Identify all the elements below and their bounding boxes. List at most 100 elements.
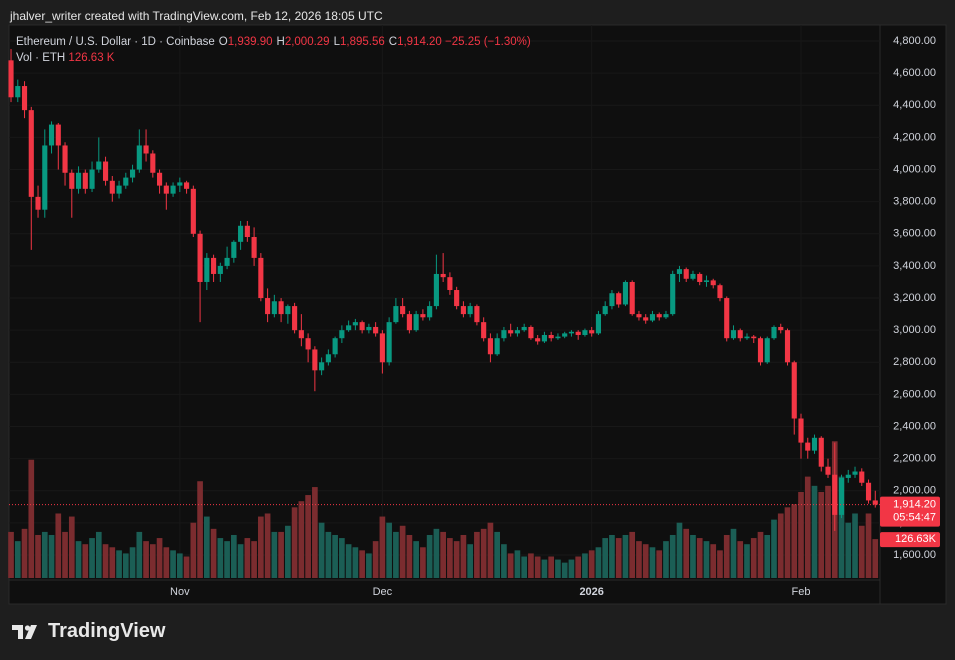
- volume-bar: [345, 544, 352, 578]
- candle-body: [150, 153, 156, 173]
- candle-body: [643, 317, 649, 321]
- volume-bar: [568, 559, 575, 578]
- volume-bar: [318, 522, 325, 578]
- candle-body: [413, 314, 419, 331]
- candle-body: [96, 161, 102, 170]
- candle-body: [359, 322, 365, 331]
- candle-body: [136, 145, 142, 170]
- volume-bar: [89, 538, 95, 578]
- volume-bar: [582, 553, 588, 578]
- candle-body: [319, 362, 325, 371]
- volume-bar: [170, 550, 176, 578]
- candle-body: [129, 169, 136, 178]
- volume-bar: [818, 491, 825, 578]
- volume-bar: [750, 538, 757, 578]
- volume-bar: [372, 541, 379, 578]
- volume-bar: [366, 553, 372, 578]
- candle-body: [724, 298, 730, 339]
- candle-body: [197, 233, 203, 282]
- candle-body: [82, 172, 88, 189]
- volume-bar: [426, 534, 433, 578]
- volume-bar: [588, 550, 595, 578]
- volume-name: Vol · ETH: [16, 52, 66, 64]
- volume-bar: [291, 507, 298, 578]
- candle-body: [231, 241, 237, 258]
- candle-body: [778, 326, 784, 331]
- volume-bar: [872, 539, 879, 578]
- x-tick-label: Nov: [170, 586, 190, 598]
- volume-bar: [649, 547, 656, 578]
- y-tick-label: 2,200.00: [893, 453, 936, 465]
- volume-bar: [555, 559, 561, 578]
- candle-body: [184, 182, 190, 189]
- candle-body: [386, 322, 392, 363]
- volume-bar: [183, 556, 190, 578]
- y-tick-label: 2,800.00: [893, 356, 936, 368]
- ohlc-value: 1,895.56: [339, 36, 385, 48]
- price-tag-label: 1,914.20: [893, 498, 936, 510]
- ohlc-key: C: [388, 36, 398, 48]
- volume-bar: [197, 481, 203, 578]
- volume-bar: [447, 538, 453, 578]
- volume-bar: [804, 476, 811, 578]
- volume-bar: [156, 538, 163, 578]
- volume-bar: [683, 528, 690, 578]
- volume-bar: [595, 547, 602, 578]
- candle-body: [616, 293, 622, 305]
- volume-bar: [440, 531, 446, 578]
- candle-body: [238, 225, 244, 242]
- volume-bar: [176, 553, 183, 578]
- volume-bar: [811, 485, 818, 578]
- volume-bar: [244, 538, 251, 578]
- candle-body: [62, 145, 68, 173]
- volume-bar: [55, 513, 62, 578]
- candle-body: [737, 330, 743, 339]
- volume-bar: [737, 541, 744, 578]
- candle-body: [744, 336, 750, 339]
- candle-body: [400, 306, 406, 315]
- countdown: 05:54:47: [893, 511, 936, 523]
- candle-body: [595, 314, 602, 334]
- ohlc-value: 1,914.20: [397, 36, 442, 48]
- ohlc-key: L: [333, 36, 340, 48]
- candle-body: [163, 185, 169, 194]
- volume-bar: [332, 534, 338, 578]
- volume-bar: [210, 528, 217, 578]
- volume-bar: [116, 550, 122, 578]
- candle-body: [352, 322, 358, 326]
- candle-body: [325, 354, 331, 363]
- volume-bar: [521, 556, 528, 578]
- legend: Ethereum / U.S. Dollar · 1D · Coinbase O1…: [16, 34, 531, 66]
- volume-bar: [82, 544, 89, 578]
- candle-body: [298, 330, 304, 339]
- volume-bar: [285, 525, 291, 578]
- candle-body: [474, 306, 480, 323]
- candle-body: [460, 306, 466, 315]
- volume-bar: [838, 476, 845, 578]
- volume-bar: [710, 544, 717, 578]
- volume-bar: [433, 528, 440, 578]
- volume-bar: [35, 534, 41, 578]
- price-tag: [880, 496, 940, 527]
- candle-body: [845, 474, 851, 478]
- volume-bar: [251, 541, 257, 578]
- candle-body: [656, 314, 662, 318]
- y-tick-label: 2,600.00: [893, 388, 936, 400]
- volume-bar: [798, 491, 804, 578]
- candle-body: [609, 293, 615, 307]
- ohlc: O1,939.90 H2,000.29 L1,895.56 C1,914.20: [215, 36, 442, 48]
- candle-body: [575, 331, 581, 335]
- candle-body: [271, 301, 277, 315]
- volume-bar: [501, 544, 507, 578]
- candle-body: [771, 326, 777, 339]
- volume-bar: [420, 547, 426, 578]
- candle-body: [15, 86, 21, 98]
- candle-body: [278, 301, 284, 315]
- candle-body: [440, 273, 446, 278]
- candle-body: [670, 273, 676, 315]
- candle-body: [791, 362, 797, 419]
- x-tick-label: 2026: [579, 586, 603, 598]
- volume-bar: [636, 541, 642, 578]
- ohlc-key: H: [276, 36, 285, 48]
